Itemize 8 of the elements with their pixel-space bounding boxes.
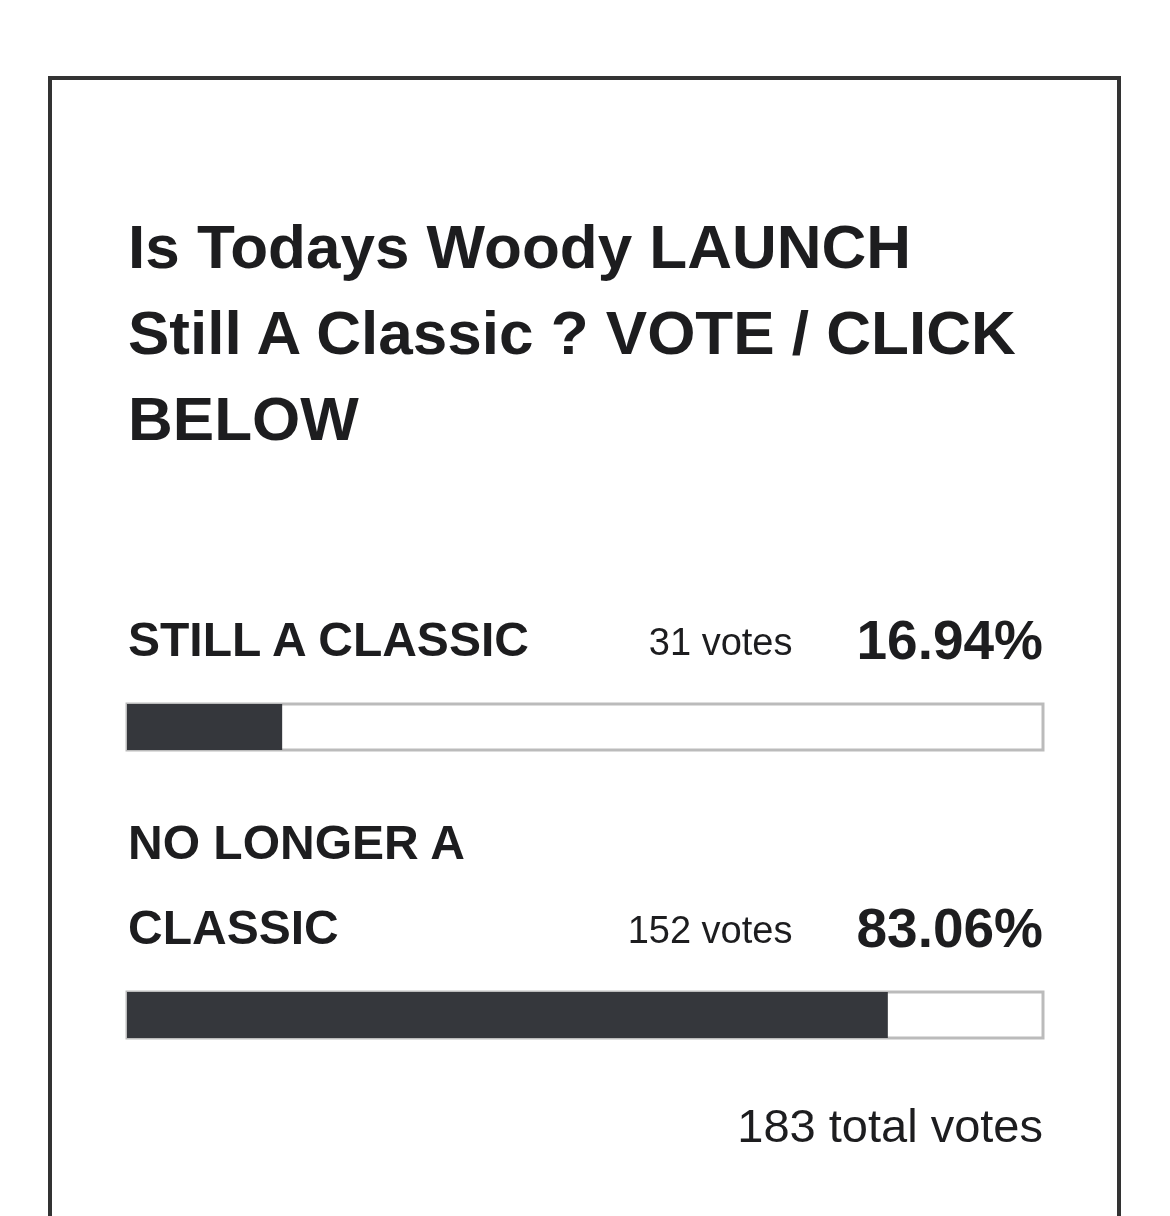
y-tick-label: STILL A CLASSIC xyxy=(128,613,529,666)
annotation: 152 votes xyxy=(627,909,793,951)
y-tick-label: NO LONGER A CLASSIC xyxy=(128,816,477,954)
annotation: 183 total votes xyxy=(737,1098,1043,1152)
chart-title: Is Todays Woody LAUNCH Still A Classic ? VOTE / CLICK BELOW xyxy=(128,211,1016,453)
data-label: 83.06% xyxy=(856,897,1043,959)
annotation: 31 votes xyxy=(648,621,793,663)
data-label: 16.94% xyxy=(856,609,1043,671)
